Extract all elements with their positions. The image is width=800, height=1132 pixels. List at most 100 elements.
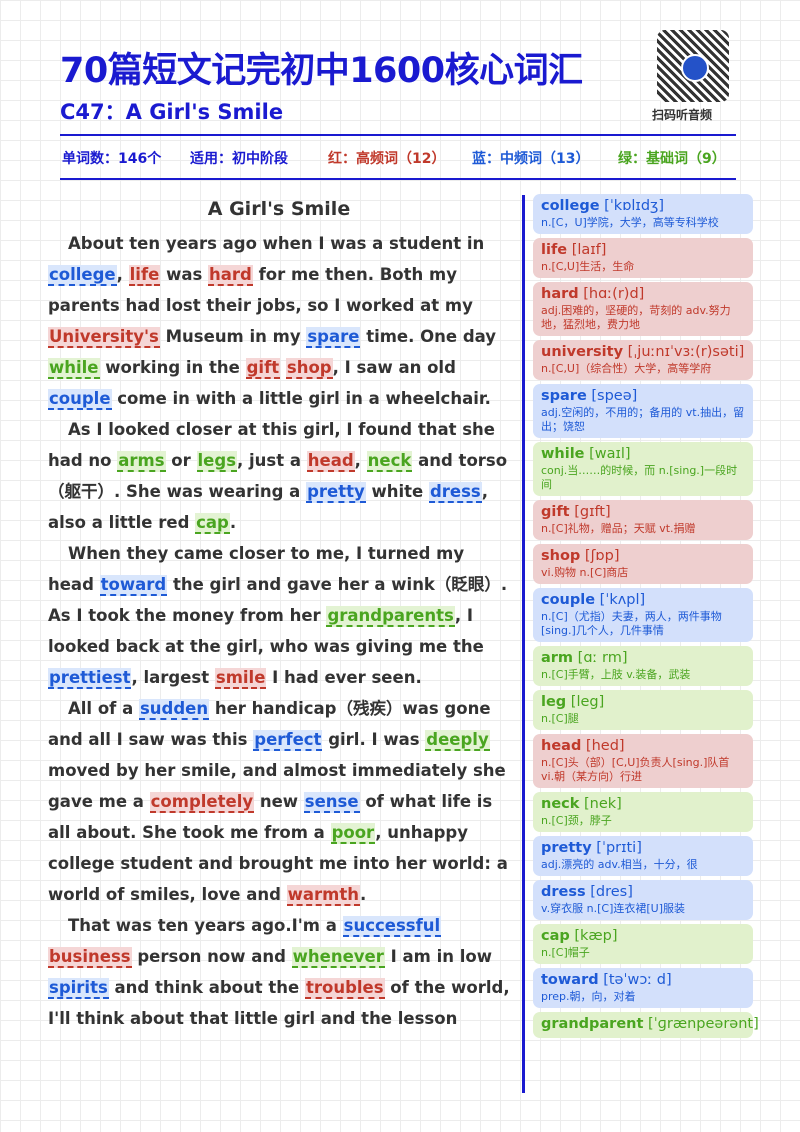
vocab-phonetic: [dres] (585, 884, 633, 900)
passage-paragraph: About ten years ago when I was a student… (48, 228, 510, 414)
passage-text: That was ten years ago.I'm a (68, 916, 343, 935)
vocab-highlight[interactable]: warmth (286, 885, 360, 906)
vocab-phonetic: [speə] (586, 388, 638, 404)
vocab-highlight[interactable]: business (48, 947, 132, 968)
vocab-highlight[interactable]: hard (208, 265, 253, 286)
vocab-highlight[interactable]: whenever (291, 947, 385, 968)
vocab-definition: conj.当……的时候，而 n.[sing.]一段时间 (541, 464, 738, 491)
vocab-highlight[interactable]: arms (117, 451, 166, 472)
vocab-highlight[interactable]: smile (214, 668, 267, 689)
passage-text: , I saw an old (332, 358, 456, 377)
vocab-highlight[interactable]: couple (48, 389, 112, 410)
vocab-word: university (541, 344, 624, 360)
vocab-word: gift (541, 504, 570, 520)
vocab-word: grandparent (541, 1016, 644, 1032)
vocab-word: hard (541, 286, 579, 302)
vocab-card-shop[interactable]: shop [ʃɒp] vi.购物 n.[C]商店 (533, 544, 753, 584)
qr-code-icon[interactable] (657, 30, 729, 102)
vocab-highlight[interactable]: sudden (138, 699, 210, 720)
vocab-highlight[interactable]: life (128, 265, 161, 286)
vocab-highlight[interactable]: head (306, 451, 355, 472)
passage-text: or (165, 451, 197, 470)
vocab-card-cap[interactable]: cap [kæp] n.[C]帽子 (533, 924, 753, 964)
vocab-card-arm[interactable]: arm [ɑː rm] n.[C]手臂，上肢 v.装备，武装 (533, 646, 753, 686)
passage-text: , I looked back at the girl, who was giv… (48, 606, 484, 656)
vocab-card-college[interactable]: college [ˈkɒlɪdʒ] n.[C，U]学院，大学，高等专科学校 (533, 194, 753, 234)
passage-text: girl. I was (322, 730, 426, 749)
vocab-highlight[interactable]: prettiest (48, 668, 132, 689)
vocab-highlight[interactable]: sense (303, 792, 360, 813)
vocab-highlight[interactable]: spirits (48, 978, 109, 999)
vocab-card-neck[interactable]: neck [nek] n.[C]颈，脖子 (533, 792, 753, 832)
vocab-card-couple[interactable]: couple [ˈkʌpl] n.[C]（尤指）夫妻，两人，两件事物[sing.]… (533, 588, 753, 642)
vocab-highlight[interactable]: cap (195, 513, 230, 534)
vocab-card-while[interactable]: while [waɪl] conj.当……的时候，而 n.[sing.]一段时间 (533, 442, 753, 496)
passage-text: . (229, 513, 237, 532)
vocab-highlight[interactable]: shop (285, 358, 333, 379)
vocab-highlight[interactable]: gift (245, 358, 281, 379)
vocab-headword: pretty [ˈprɪti] (541, 839, 745, 858)
vocab-highlight[interactable]: neck (366, 451, 413, 472)
vocab-card-life[interactable]: life [laɪf] n.[C,U]生活，生命 (533, 238, 753, 278)
vocab-highlight[interactable]: while (48, 358, 100, 379)
passage-text: and torso （躯干）. She was wearing a (48, 451, 508, 501)
passage-text: , largest (131, 668, 215, 687)
vocab-card-pretty[interactable]: pretty [ˈprɪti] adj.漂亮的 adv.相当，十分，很 (533, 836, 753, 876)
vocab-phonetic: [ˌjuːnɪˈvɜː(r)səti] (623, 344, 745, 360)
vocab-highlight[interactable]: spare (306, 327, 361, 348)
vocab-phonetic: [ɑː rm] (573, 650, 628, 666)
vocab-highlight[interactable]: dress (428, 482, 482, 503)
vocab-highlight[interactable]: toward (99, 575, 168, 596)
level-label: 适用：初中阶段 (190, 151, 288, 167)
vocab-phonetic: [laɪf] (567, 242, 607, 258)
vocab-headword: dress [dres] (541, 883, 745, 902)
passage-text: Museum in my (159, 327, 307, 346)
vocab-highlight[interactable]: completely (149, 792, 255, 813)
vocab-highlight[interactable]: deeply (425, 730, 490, 751)
vocab-highlight[interactable]: successful (342, 916, 442, 937)
vocab-card-head[interactable]: head [hed] n.[C]头（部）[C,U]负责人[sing.]队首 vi.… (533, 734, 753, 788)
word-count: 单词数：146个 (62, 151, 162, 167)
vocab-headword: shop [ʃɒp] (541, 547, 745, 566)
vocab-card-grandparent[interactable]: grandparent [ˈɡrænpeərənt] (533, 1012, 759, 1038)
passage-text: for me then. Both my parents had lost th… (48, 265, 473, 315)
vocab-highlight[interactable]: college (48, 265, 117, 286)
vocab-card-spare[interactable]: spare [speə] adj.空闲的，不用的；备用的 vt.抽出，留出；饶恕 (533, 384, 753, 438)
passage-paragraph: As I looked closer at this girl, I found… (48, 414, 510, 538)
vocab-highlight[interactable]: poor (330, 823, 376, 844)
header-divider-bottom (60, 178, 736, 180)
vocab-phonetic: [ˈɡrænpeərənt] (643, 1016, 759, 1032)
vocab-highlight[interactable]: grandparents (326, 606, 455, 627)
vocab-highlight[interactable]: troubles (304, 978, 385, 999)
vocab-phonetic: [təˈwɔː d] (598, 972, 672, 988)
vocab-highlight[interactable]: perfect (253, 730, 323, 751)
vocab-headword: college [ˈkɒlɪdʒ] (541, 197, 745, 216)
vocab-phonetic: [ˈkʌpl] (595, 592, 646, 608)
vocab-card-university[interactable]: university [ˌjuːnɪˈvɜː(r)səti] n.[C,U]（综合… (533, 340, 753, 380)
vocab-definition: n.[C]帽子 (541, 946, 590, 959)
vocab-definition: vi.购物 n.[C]商店 (541, 566, 629, 579)
passage-text: moved by her smile, and almost immediate… (48, 761, 506, 811)
vocab-definition: n.[C]腿 (541, 712, 579, 725)
vocab-headword: leg [leg] (541, 693, 745, 712)
passage-text: working in the (99, 358, 246, 377)
vocab-highlight[interactable]: University's (48, 327, 160, 348)
vocab-phonetic: [leg] (566, 694, 605, 710)
vocab-headword: neck [nek] (541, 795, 745, 814)
vocab-highlight[interactable]: legs (196, 451, 238, 472)
vocab-phonetic: [hed] (581, 738, 625, 754)
vocab-word: pretty (541, 840, 592, 856)
vocab-card-dress[interactable]: dress [dres] v.穿衣服 n.[C]连衣裙[U]服装 (533, 880, 753, 920)
vocab-list: college [ˈkɒlɪdʒ] n.[C，U]学院，大学，高等专科学校 life… (533, 194, 759, 1042)
vocab-highlight[interactable]: pretty (306, 482, 366, 503)
vocab-headword: spare [speə] (541, 387, 745, 406)
vocab-headword: gift [gɪft] (541, 503, 745, 522)
vocab-definition: n.[C,U]生活，生命 (541, 260, 635, 273)
vocab-card-leg[interactable]: leg [leg] n.[C]腿 (533, 690, 753, 730)
vocab-phonetic: [waɪl] (584, 446, 631, 462)
vocab-card-toward[interactable]: toward [təˈwɔː d] prep.朝，向，对着 (533, 968, 753, 1008)
passage-title: A Girl's Smile (207, 198, 351, 220)
passage-body: About ten years ago when I was a student… (48, 228, 510, 1034)
vocab-card-hard[interactable]: hard [hɑː(r)d] adj.困难的，坚硬的，苛刻的 adv.努力地，猛烈… (533, 282, 753, 336)
vocab-card-gift[interactable]: gift [gɪft] n.[C]礼物，赠品；天赋 vt.捐赠 (533, 500, 753, 540)
